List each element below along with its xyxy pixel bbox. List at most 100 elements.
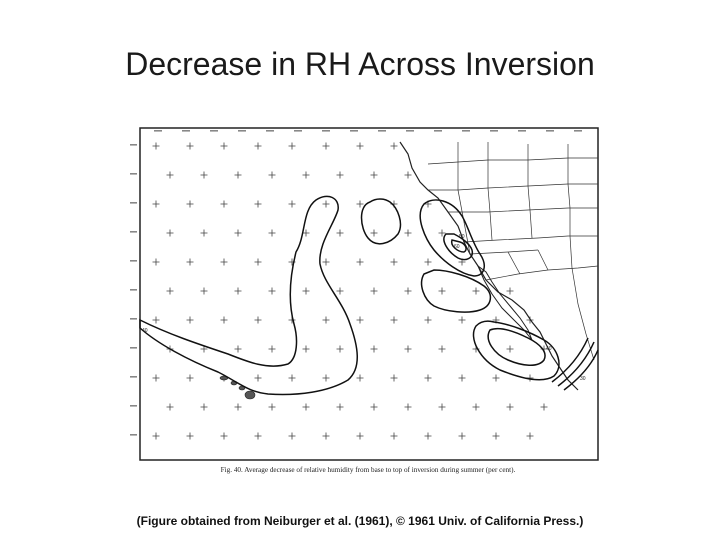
grid-cross (424, 258, 432, 266)
grid-cross (492, 432, 500, 440)
contour-inner-loop (360, 198, 402, 245)
grid-cross (438, 403, 446, 411)
grid-cross (370, 171, 378, 179)
tick-mark (130, 144, 137, 146)
tick-mark (130, 173, 137, 175)
humidity-map: 40 50 60 40 30 Fig. 40. Average decrease… (130, 127, 599, 474)
grid-cross (336, 345, 344, 353)
grid-cross (322, 258, 330, 266)
grid-cross (254, 316, 262, 324)
grid-cross (152, 316, 160, 324)
grid-cross (268, 403, 276, 411)
grid-cross (404, 403, 412, 411)
tick-mark (130, 231, 137, 233)
grid-cross (220, 142, 228, 150)
grid-cross (472, 287, 480, 295)
grid-cross (234, 345, 242, 353)
grid-cross (234, 171, 242, 179)
grid-cross (186, 142, 194, 150)
grid-cross (152, 432, 160, 440)
grid-cross (200, 229, 208, 237)
grid-cross (220, 316, 228, 324)
grid-cross (506, 403, 514, 411)
map-figure: 40 50 60 40 30 Fig. 40. Average decrease… (128, 124, 600, 480)
grid-cross (288, 142, 296, 150)
grid-cross (424, 432, 432, 440)
grid-cross (166, 403, 174, 411)
contour-60-inner (443, 233, 474, 261)
grid-cross (268, 229, 276, 237)
contour-south-band-1 (551, 337, 589, 383)
grid-cross (336, 287, 344, 295)
tick-mark (378, 130, 386, 132)
grid-cross (390, 374, 398, 382)
contour-south-band-2 (557, 341, 595, 387)
grid-cross (220, 200, 228, 208)
grid-cross (336, 229, 344, 237)
grid-cross (356, 142, 364, 150)
grid-cross (370, 287, 378, 295)
tick-mark (182, 130, 190, 132)
grid-cross (370, 403, 378, 411)
grid-cross (370, 229, 378, 237)
tick-mark (154, 130, 162, 132)
tick-mark (130, 376, 137, 378)
grid-cross (458, 374, 466, 382)
grid-cross (302, 403, 310, 411)
grid-cross (356, 200, 364, 208)
grid-cross (186, 200, 194, 208)
grid-cross (288, 200, 296, 208)
source-caption: (Figure obtained from Neiburger et al. (… (136, 514, 584, 528)
contour-baja-inner (487, 327, 546, 366)
humidity-contours (139, 195, 599, 396)
grid-cross (336, 171, 344, 179)
contour-label: 40 (546, 346, 552, 352)
slide-title: Decrease in RH Across Inversion (125, 46, 595, 82)
grid-cross (200, 171, 208, 179)
grid-cross (506, 287, 514, 295)
grid-cross (322, 142, 330, 150)
tick-mark (130, 347, 137, 349)
grid-cross (336, 403, 344, 411)
grid-cross (438, 287, 446, 295)
grid-cross (234, 287, 242, 295)
contour-south-loop (420, 269, 492, 313)
grid-cross (404, 171, 412, 179)
contour-coastal-loop (419, 199, 485, 277)
tick-mark (210, 130, 218, 132)
grid-cross (254, 258, 262, 266)
grid-cross (186, 258, 194, 266)
grid-cross (356, 432, 364, 440)
grid-cross (166, 287, 174, 295)
state-boundaries (427, 142, 599, 361)
figure-caption: Fig. 40. Average decrease of relative hu… (221, 466, 516, 474)
grid-cross (200, 287, 208, 295)
grid-cross (356, 316, 364, 324)
tick-mark (574, 130, 582, 132)
grid-cross (356, 374, 364, 382)
grid-cross (234, 403, 242, 411)
grid-cross (322, 432, 330, 440)
map-frame (139, 127, 599, 461)
grid-cross (220, 432, 228, 440)
grid-cross (254, 432, 262, 440)
grid-cross (186, 432, 194, 440)
grid-cross (220, 258, 228, 266)
grid-cross (200, 403, 208, 411)
grid-cross (166, 229, 174, 237)
grid-cross (322, 374, 330, 382)
grid-cross (302, 229, 310, 237)
grid-cross (390, 258, 398, 266)
contour-label: 60 (454, 244, 460, 250)
tick-mark (130, 318, 137, 320)
grid-cross (254, 142, 262, 150)
contour-baja-outer (472, 320, 560, 381)
grid-cross (438, 345, 446, 353)
contour-label: 50 (459, 234, 465, 240)
grid-cross (506, 345, 514, 353)
tick-mark (462, 130, 470, 132)
grid-cross (492, 374, 500, 382)
grid-cross (288, 374, 296, 382)
tick-mark (434, 130, 442, 132)
grid-cross (302, 287, 310, 295)
